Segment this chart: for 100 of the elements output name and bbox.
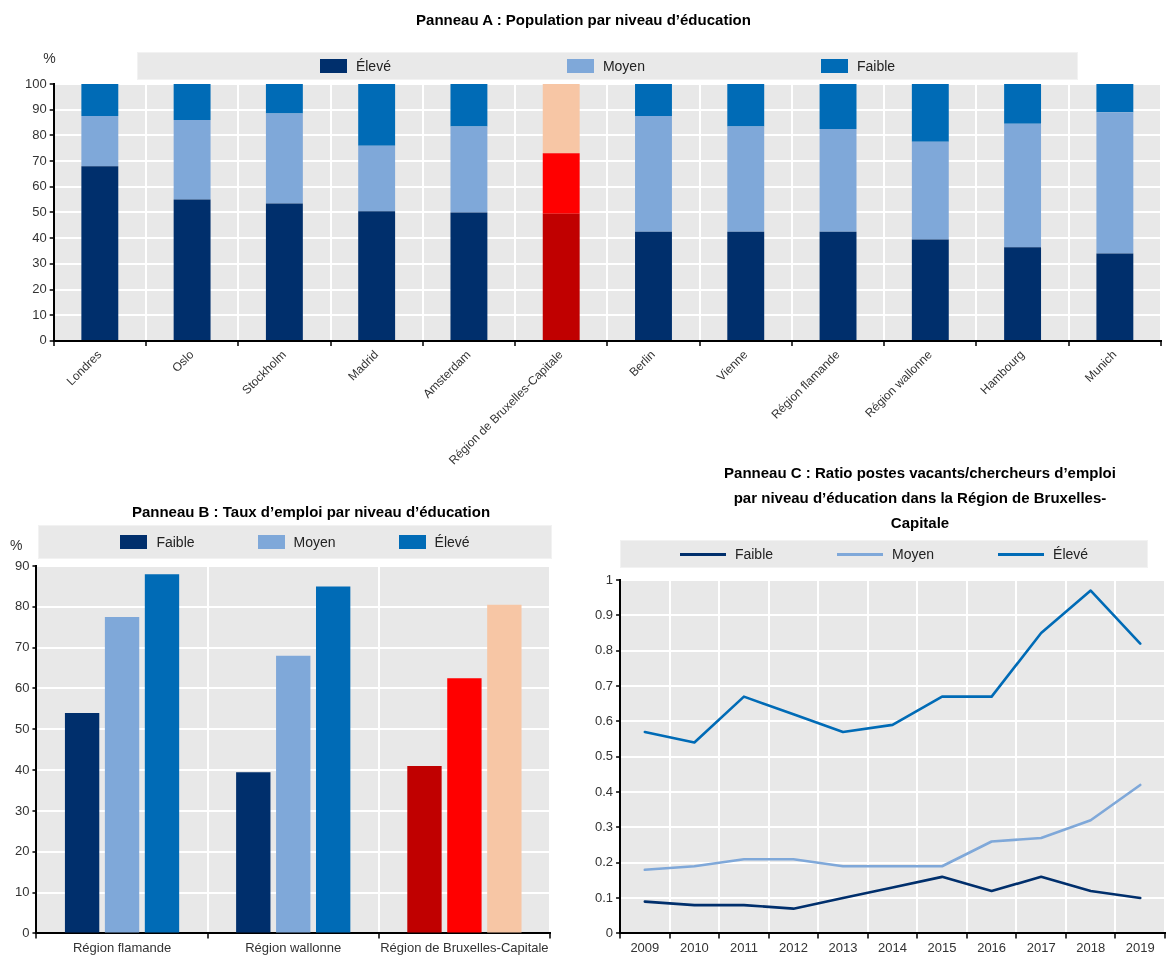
chart-title: Panneau B : Taux d’emploi par niveau d’éducation (130, 502, 492, 522)
x-tick-label: 2009 (630, 939, 660, 955)
x-tick-label: Région wallonne (245, 939, 342, 955)
bar (542, 153, 580, 214)
y-tick-label: 80 (14, 598, 30, 614)
bar (1096, 84, 1134, 113)
x-tick-label: 2017 (1026, 939, 1056, 955)
bar (236, 772, 271, 933)
y-tick-label: 60 (14, 680, 30, 696)
bar (64, 712, 100, 933)
y-tick-label: 0.5 (594, 748, 614, 764)
y-tick-label: 1 (605, 571, 614, 587)
y-tick-label: 0 (22, 924, 30, 940)
y-tick-label: 10 (14, 884, 30, 900)
bar (144, 574, 180, 933)
legend-label: Élevé (355, 58, 391, 74)
y-axis-title: % (43, 49, 56, 66)
y-tick-label: 0 (605, 924, 614, 940)
y-tick-label: 40 (14, 761, 30, 777)
y-tick-label: 80 (32, 126, 47, 142)
bar (358, 211, 396, 340)
y-tick-label: 90 (14, 557, 30, 573)
legend-label: Élevé (1053, 546, 1089, 562)
legend-label: Moyen (602, 58, 645, 74)
y-tick-label: 60 (32, 178, 47, 194)
y-tick-label: 0.7 (594, 677, 614, 693)
bar (819, 231, 857, 340)
x-tick-label: 2013 (828, 939, 858, 955)
y-tick-label: 10 (32, 306, 47, 322)
bar (727, 126, 765, 232)
y-tick-label: 50 (14, 720, 30, 736)
bar (1096, 253, 1134, 340)
bar (447, 678, 482, 933)
x-tick-label: 2018 (1076, 939, 1106, 955)
x-tick-label: Région de Bruxelles-Capitale (380, 939, 549, 955)
bar (173, 199, 211, 340)
bar (173, 84, 211, 120)
x-tick-label: Région flamande (72, 939, 172, 955)
legend-label: Faible (734, 546, 774, 562)
y-tick-label: 70 (32, 152, 47, 168)
y-tick-label: 50 (32, 204, 47, 220)
y-tick-label: 0.9 (594, 606, 614, 622)
y-axis-title: % (10, 536, 23, 553)
bar (542, 213, 580, 340)
y-tick-label: 30 (14, 802, 30, 818)
bar (635, 84, 672, 117)
bar (911, 141, 949, 240)
x-tick-label: 2011 (729, 939, 758, 955)
bar (1004, 123, 1042, 248)
bar (727, 231, 765, 340)
y-tick-label: 20 (14, 843, 30, 859)
legend-label: Moyen (293, 534, 336, 550)
x-tick-label: 2019 (1125, 939, 1155, 955)
bar (81, 166, 119, 340)
bar (1004, 84, 1042, 124)
bar (1096, 112, 1134, 254)
x-tick-label: Oslo (169, 347, 197, 375)
chart-title: Panneau C : Ratio postes vacants/chercheurs d’emploi par niveau d’éducation dans la Région de Bruxelles-Capitale (723, 463, 1117, 533)
bar (487, 604, 522, 933)
legend-label: Faible (156, 534, 195, 550)
bar (265, 203, 303, 340)
bar (1004, 247, 1042, 340)
bar (81, 84, 119, 117)
y-tick-label: 0.3 (594, 818, 614, 834)
bar (911, 239, 949, 340)
bar (81, 116, 119, 167)
bar (819, 128, 857, 232)
bar (276, 655, 311, 933)
bar (265, 113, 303, 204)
bar (450, 126, 488, 213)
bar (104, 617, 140, 933)
bar (407, 766, 442, 933)
bar (450, 84, 488, 127)
y-tick-label: 30 (32, 255, 47, 271)
bar (358, 145, 396, 212)
x-tick-label: 2010 (679, 939, 709, 955)
legend-label: Faible (856, 58, 896, 74)
legend-label: Élevé (434, 534, 470, 550)
x-tick-label: 2016 (977, 939, 1007, 955)
chart-title: Panneau A : Population par niveau d’éducation (415, 10, 752, 30)
bar (450, 212, 488, 340)
bar (358, 84, 396, 146)
bar (265, 84, 303, 114)
bar (635, 116, 672, 232)
y-tick-label: 0.8 (594, 642, 614, 658)
bar (316, 586, 351, 933)
y-tick-label: 90 (32, 101, 47, 117)
x-tick-label: 2012 (779, 939, 808, 955)
y-tick-label: 0.4 (594, 783, 614, 799)
bar (542, 84, 580, 154)
bar (727, 84, 765, 127)
legend-label: Moyen (892, 546, 935, 562)
y-tick-label: 40 (32, 229, 47, 245)
y-tick-label: 0.6 (594, 712, 614, 728)
y-tick-label: 0.1 (594, 889, 614, 905)
y-tick-label: 70 (14, 639, 30, 655)
bar (173, 119, 211, 200)
bar (635, 231, 672, 340)
bar (819, 84, 857, 129)
y-tick-label: 20 (32, 281, 47, 297)
